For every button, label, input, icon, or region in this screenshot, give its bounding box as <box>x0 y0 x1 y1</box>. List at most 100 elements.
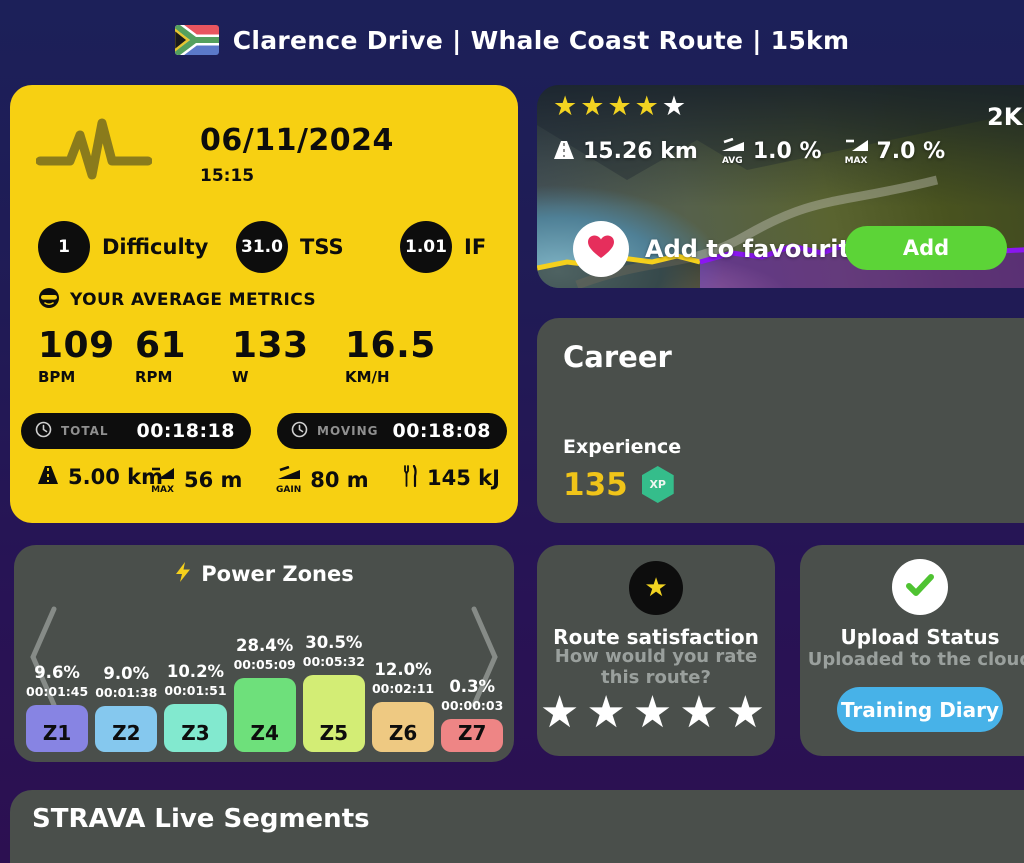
energy-stat: 145 kJ <box>402 464 500 491</box>
add-favourite-button[interactable]: Add <box>845 226 1007 270</box>
zone-bar: Z1 <box>26 705 89 752</box>
strava-segments-card: STRAVA Live Segments <box>10 790 1024 863</box>
zone-bar: Z4 <box>233 678 296 752</box>
route-rating: ★★★★★ <box>553 91 689 122</box>
satisfaction-star-icon[interactable]: ★ <box>632 687 680 738</box>
route-stats-row: 15.26 km AVG 1.0 % <box>553 137 945 166</box>
zone-time: 00:01:45 <box>26 684 89 699</box>
xp-badge-label: XP <box>649 478 666 491</box>
metric-value: 109 <box>38 325 115 366</box>
stat-sub-label: MAX <box>151 485 174 495</box>
avg-grade-label: AVG <box>721 156 743 166</box>
metric-value: 61 <box>135 325 187 366</box>
max-grade-label: MAX <box>844 156 868 166</box>
ride-summary-card: 06/11/2024 15:15 1 Difficulty 31.0 TSS 1… <box>10 85 518 523</box>
lightning-icon <box>174 561 192 587</box>
zone-percent: 0.3% <box>449 677 496 696</box>
timer-label: MOVING <box>317 424 379 438</box>
max-elevation-stat: MAX 56 m <box>150 465 242 495</box>
satisfaction-star-icon[interactable]: ★ <box>679 687 726 738</box>
zone-percent: 12.0% <box>374 660 432 679</box>
zone-percent: 9.0% <box>103 664 150 683</box>
zone-label: Z3 <box>181 721 210 745</box>
metric-unit: KM/H <box>345 368 390 386</box>
zone-column: 0.3% 00:00:03 Z7 <box>441 677 504 752</box>
zone-bar: Z5 <box>302 675 365 752</box>
power-zones-header: Power Zones <box>14 561 514 587</box>
chevron-right-icon[interactable] <box>468 601 502 717</box>
satisfaction-question: How would you rate this route? <box>554 646 758 689</box>
difficulty-label: Difficulty <box>102 235 209 259</box>
metric-unit: RPM <box>135 368 173 386</box>
xp-value: 135 <box>563 466 628 503</box>
rating-star-icon[interactable]: ★ <box>607 91 635 122</box>
clock-icon <box>291 421 308 442</box>
zone-bar: Z2 <box>95 706 158 752</box>
zone-time: 00:05:09 <box>233 657 296 672</box>
zone-percent: 30.5% <box>305 633 363 652</box>
energy-icon <box>402 464 418 491</box>
tss-value: 31.0 <box>236 221 288 273</box>
zone-column: 10.2% 00:01:51 Z3 <box>164 662 227 752</box>
if-label: IF <box>464 235 487 259</box>
zone-time: 00:01:38 <box>95 685 158 700</box>
rating-star-icon[interactable]: ★ <box>580 91 608 122</box>
tss-label: TSS <box>300 235 344 259</box>
zone-column: 28.4% 00:05:09 Z4 <box>233 636 296 752</box>
zone-percent: 28.4% <box>236 636 294 655</box>
route-max-grade-stat: MAX 7.0 % <box>844 137 946 166</box>
career-card: Career Experience 135 XP <box>537 318 1024 523</box>
satisfaction-star-icon[interactable]: ★ <box>586 687 633 738</box>
heart-icon <box>587 234 615 264</box>
favourite-heart-button[interactable] <box>573 221 629 277</box>
rating-star-icon[interactable]: ★ <box>553 91 581 122</box>
route-photo-card: ★★★★★ 2K 15.26 km <box>537 85 1024 288</box>
route-distance-value: 15.26 km <box>583 139 698 164</box>
route-distance-icon <box>553 140 575 164</box>
power-zones-title: Power Zones <box>201 562 354 586</box>
chevron-left-icon[interactable] <box>26 601 60 717</box>
route-satisfaction-card: ★ Route satisfaction How would you rate … <box>537 545 775 756</box>
pulse-icon <box>35 113 153 193</box>
metric-speed: 16.5 KM/H <box>345 325 436 386</box>
cyclist-face-icon <box>38 287 60 313</box>
total-time-pill: TOTAL 00:18:18 <box>21 413 251 449</box>
route-distance-icon <box>37 465 59 489</box>
if-badge: 1.01 IF <box>400 221 486 273</box>
avg-grade-value: 1.0 % <box>752 139 822 164</box>
elevation-gain-icon <box>276 465 301 484</box>
stat-value: 145 kJ <box>427 466 500 490</box>
rating-star-icon[interactable]: ★ <box>661 91 690 122</box>
stat-value: 80 m <box>310 468 369 492</box>
metric-value: 16.5 <box>345 325 436 366</box>
zone-time: 00:05:32 <box>302 654 365 669</box>
metric-unit: W <box>232 368 249 386</box>
satisfaction-star-badge: ★ <box>629 561 683 615</box>
experience-label: Experience <box>563 436 682 458</box>
page-title: Clarence Drive | Whale Coast Route | 15k… <box>232 25 850 55</box>
strava-segments-title: STRAVA Live Segments <box>32 804 370 834</box>
power-zones-chart: 9.6% 00:01:45 Z1 9.0% 00:01:38 Z2 10.2% 00:01:5… <box>26 633 504 752</box>
max-elevation-icon <box>150 465 175 484</box>
training-diary-button[interactable]: Training Diary <box>837 687 1003 732</box>
zone-label: Z5 <box>319 721 349 745</box>
upload-status-card: Upload Status Uploaded to the cloud Trai… <box>800 545 1024 756</box>
stat-value: 56 m <box>184 468 243 492</box>
upload-status-subtitle: Uploaded to the cloud <box>807 649 1024 670</box>
satisfaction-star-icon[interactable]: ★ <box>725 687 773 738</box>
xp-badge-icon: XP <box>641 466 674 503</box>
upload-status-title: Upload Status <box>840 625 1000 649</box>
zone-label: Z2 <box>112 721 141 745</box>
metric-cadence: 61 RPM <box>135 325 186 386</box>
ride-start-time: 15:15 <box>200 166 255 186</box>
satisfaction-title: Route satisfaction <box>553 625 759 649</box>
timer-label: TOTAL <box>61 424 109 438</box>
satisfaction-star-icon[interactable]: ★ <box>539 687 587 738</box>
experience-value-row: 135 XP <box>563 466 674 503</box>
average-metrics-header: YOUR AVERAGE METRICS <box>38 287 316 313</box>
rating-star-icon[interactable]: ★ <box>634 91 662 122</box>
zone-column: 9.0% 00:01:38 Z2 <box>95 664 158 752</box>
route-avg-grade-stat: AVG 1.0 % <box>720 137 822 166</box>
timer-value: 00:18:18 <box>136 420 235 442</box>
